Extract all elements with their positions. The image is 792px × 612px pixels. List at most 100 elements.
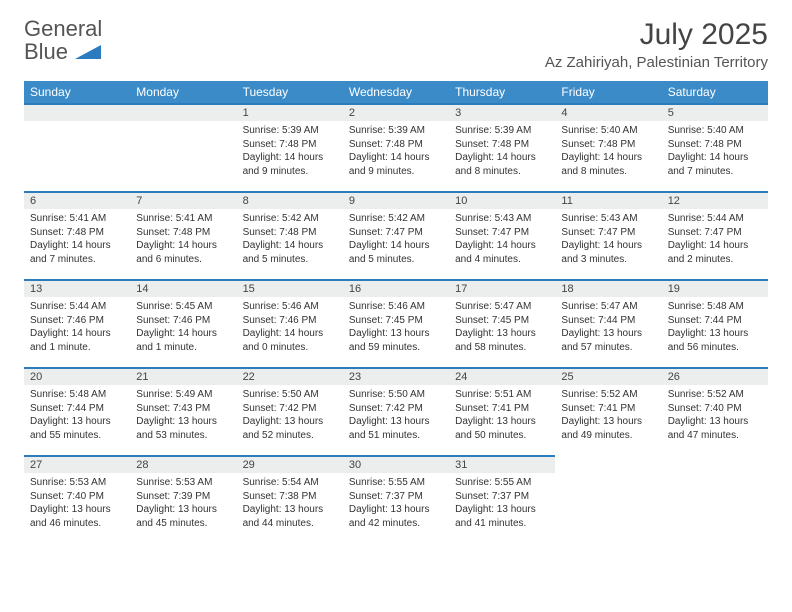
calendar-cell: 16Sunrise: 5:46 AMSunset: 7:45 PMDayligh… xyxy=(343,279,449,367)
sunrise-line: Sunrise: 5:39 AM xyxy=(243,124,337,138)
sunset-line: Sunset: 7:47 PM xyxy=(561,226,655,240)
day-details: Sunrise: 5:44 AMSunset: 7:47 PMDaylight:… xyxy=(662,209,768,269)
calendar-body: 1Sunrise: 5:39 AMSunset: 7:48 PMDaylight… xyxy=(24,103,768,543)
day-details: Sunrise: 5:50 AMSunset: 7:42 PMDaylight:… xyxy=(343,385,449,445)
calendar-cell: 7Sunrise: 5:41 AMSunset: 7:48 PMDaylight… xyxy=(130,191,236,279)
logo-text: General Blue xyxy=(24,18,102,64)
calendar-cell-empty xyxy=(662,455,768,543)
day-number: 24 xyxy=(449,369,555,385)
sunrise-line: Sunrise: 5:41 AM xyxy=(136,212,230,226)
sunset-line: Sunset: 7:44 PM xyxy=(561,314,655,328)
day-details: Sunrise: 5:50 AMSunset: 7:42 PMDaylight:… xyxy=(237,385,343,445)
sunrise-line: Sunrise: 5:40 AM xyxy=(561,124,655,138)
sunset-line: Sunset: 7:37 PM xyxy=(455,490,549,504)
header: General Blue July 2025 Az Zahiriyah, Pal… xyxy=(24,18,768,71)
day-number: 19 xyxy=(662,281,768,297)
calendar-cell-empty xyxy=(24,103,130,191)
logo-text-2: Blue xyxy=(24,39,68,64)
day-details: Sunrise: 5:42 AMSunset: 7:47 PMDaylight:… xyxy=(343,209,449,269)
day-number: 15 xyxy=(237,281,343,297)
sunset-line: Sunset: 7:42 PM xyxy=(243,402,337,416)
day-details: Sunrise: 5:52 AMSunset: 7:40 PMDaylight:… xyxy=(662,385,768,445)
daylight-line: Daylight: 13 hours and 58 minutes. xyxy=(455,327,549,354)
sunrise-line: Sunrise: 5:44 AM xyxy=(30,300,124,314)
calendar-row: 13Sunrise: 5:44 AMSunset: 7:46 PMDayligh… xyxy=(24,279,768,367)
day-details: Sunrise: 5:52 AMSunset: 7:41 PMDaylight:… xyxy=(555,385,661,445)
daylight-line: Daylight: 13 hours and 41 minutes. xyxy=(455,503,549,530)
sunset-line: Sunset: 7:45 PM xyxy=(455,314,549,328)
calendar-cell: 30Sunrise: 5:55 AMSunset: 7:37 PMDayligh… xyxy=(343,455,449,543)
sunset-line: Sunset: 7:46 PM xyxy=(30,314,124,328)
calendar-row: 27Sunrise: 5:53 AMSunset: 7:40 PMDayligh… xyxy=(24,455,768,543)
sunrise-line: Sunrise: 5:44 AM xyxy=(668,212,762,226)
daylight-line: Daylight: 14 hours and 8 minutes. xyxy=(455,151,549,178)
sunrise-line: Sunrise: 5:40 AM xyxy=(668,124,762,138)
day-details: Sunrise: 5:48 AMSunset: 7:44 PMDaylight:… xyxy=(662,297,768,357)
day-number: 11 xyxy=(555,193,661,209)
calendar-cell: 31Sunrise: 5:55 AMSunset: 7:37 PMDayligh… xyxy=(449,455,555,543)
sunrise-line: Sunrise: 5:47 AM xyxy=(561,300,655,314)
sunset-line: Sunset: 7:44 PM xyxy=(30,402,124,416)
sunset-line: Sunset: 7:47 PM xyxy=(349,226,443,240)
day-number: 3 xyxy=(449,105,555,121)
sunrise-line: Sunrise: 5:49 AM xyxy=(136,388,230,402)
calendar-cell: 18Sunrise: 5:47 AMSunset: 7:44 PMDayligh… xyxy=(555,279,661,367)
day-number: 27 xyxy=(24,457,130,473)
day-details: Sunrise: 5:48 AMSunset: 7:44 PMDaylight:… xyxy=(24,385,130,445)
calendar-cell: 26Sunrise: 5:52 AMSunset: 7:40 PMDayligh… xyxy=(662,367,768,455)
day-details: Sunrise: 5:41 AMSunset: 7:48 PMDaylight:… xyxy=(24,209,130,269)
daylight-line: Daylight: 14 hours and 7 minutes. xyxy=(30,239,124,266)
calendar-cell: 23Sunrise: 5:50 AMSunset: 7:42 PMDayligh… xyxy=(343,367,449,455)
day-details: Sunrise: 5:55 AMSunset: 7:37 PMDaylight:… xyxy=(343,473,449,533)
sunset-line: Sunset: 7:48 PM xyxy=(455,138,549,152)
calendar-cell: 21Sunrise: 5:49 AMSunset: 7:43 PMDayligh… xyxy=(130,367,236,455)
calendar-cell: 2Sunrise: 5:39 AMSunset: 7:48 PMDaylight… xyxy=(343,103,449,191)
calendar-cell: 19Sunrise: 5:48 AMSunset: 7:44 PMDayligh… xyxy=(662,279,768,367)
day-number: 31 xyxy=(449,457,555,473)
sunset-line: Sunset: 7:41 PM xyxy=(561,402,655,416)
sunrise-line: Sunrise: 5:52 AM xyxy=(561,388,655,402)
day-number: 16 xyxy=(343,281,449,297)
day-number: 26 xyxy=(662,369,768,385)
sunrise-line: Sunrise: 5:46 AM xyxy=(243,300,337,314)
sunset-line: Sunset: 7:48 PM xyxy=(668,138,762,152)
day-number: 23 xyxy=(343,369,449,385)
day-details: Sunrise: 5:51 AMSunset: 7:41 PMDaylight:… xyxy=(449,385,555,445)
sunset-line: Sunset: 7:48 PM xyxy=(30,226,124,240)
logo-triangle-icon xyxy=(75,43,101,64)
sunset-line: Sunset: 7:39 PM xyxy=(136,490,230,504)
sunset-line: Sunset: 7:46 PM xyxy=(136,314,230,328)
calendar-cell: 17Sunrise: 5:47 AMSunset: 7:45 PMDayligh… xyxy=(449,279,555,367)
calendar-cell: 10Sunrise: 5:43 AMSunset: 7:47 PMDayligh… xyxy=(449,191,555,279)
calendar-cell: 12Sunrise: 5:44 AMSunset: 7:47 PMDayligh… xyxy=(662,191,768,279)
daylight-line: Daylight: 13 hours and 44 minutes. xyxy=(243,503,337,530)
calendar-cell-empty xyxy=(555,455,661,543)
sunset-line: Sunset: 7:37 PM xyxy=(349,490,443,504)
sunrise-line: Sunrise: 5:52 AM xyxy=(668,388,762,402)
calendar-row: 6Sunrise: 5:41 AMSunset: 7:48 PMDaylight… xyxy=(24,191,768,279)
sunset-line: Sunset: 7:48 PM xyxy=(243,138,337,152)
month-title: July 2025 xyxy=(545,18,768,52)
sunset-line: Sunset: 7:45 PM xyxy=(349,314,443,328)
day-details: Sunrise: 5:47 AMSunset: 7:45 PMDaylight:… xyxy=(449,297,555,357)
day-details: Sunrise: 5:42 AMSunset: 7:48 PMDaylight:… xyxy=(237,209,343,269)
daylight-line: Daylight: 14 hours and 5 minutes. xyxy=(243,239,337,266)
sunset-line: Sunset: 7:43 PM xyxy=(136,402,230,416)
sunset-line: Sunset: 7:42 PM xyxy=(349,402,443,416)
daylight-line: Daylight: 14 hours and 1 minute. xyxy=(30,327,124,354)
calendar-cell: 3Sunrise: 5:39 AMSunset: 7:48 PMDaylight… xyxy=(449,103,555,191)
day-details: Sunrise: 5:46 AMSunset: 7:45 PMDaylight:… xyxy=(343,297,449,357)
day-number: 13 xyxy=(24,281,130,297)
sunset-line: Sunset: 7:48 PM xyxy=(243,226,337,240)
sunset-line: Sunset: 7:48 PM xyxy=(349,138,443,152)
sunrise-line: Sunrise: 5:42 AM xyxy=(243,212,337,226)
day-details: Sunrise: 5:40 AMSunset: 7:48 PMDaylight:… xyxy=(555,121,661,181)
sunrise-line: Sunrise: 5:41 AM xyxy=(30,212,124,226)
day-number: 7 xyxy=(130,193,236,209)
day-header: Saturday xyxy=(662,81,768,103)
calendar-cell: 1Sunrise: 5:39 AMSunset: 7:48 PMDaylight… xyxy=(237,103,343,191)
day-number: 1 xyxy=(237,105,343,121)
sunset-line: Sunset: 7:46 PM xyxy=(243,314,337,328)
daylight-line: Daylight: 13 hours and 50 minutes. xyxy=(455,415,549,442)
day-number: 2 xyxy=(343,105,449,121)
